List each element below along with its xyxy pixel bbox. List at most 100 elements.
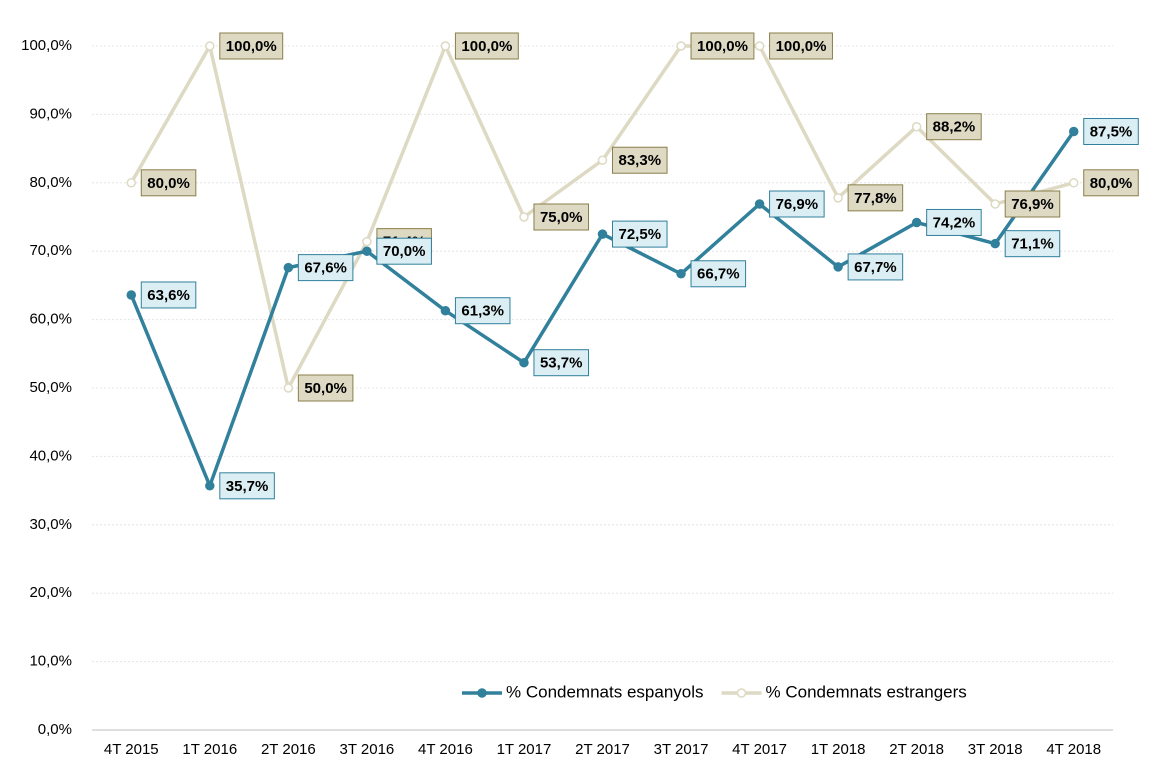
data-label-box [769,32,833,60]
x-tick-label: 1T 2018 [811,741,866,758]
point [519,212,529,222]
data-label: 100,0% [769,32,833,60]
data-label: 53,7% [533,349,590,377]
point [676,269,686,279]
legend-marker [477,688,487,698]
data-label-text: 80,0% [147,175,190,192]
point [362,236,372,247]
data-label-box [1004,190,1061,218]
point [1068,126,1079,137]
x-tick-label: 2T 2017 [575,741,630,758]
point [911,217,922,228]
data-label-text: 100,0% [697,38,748,55]
data-label-box [690,32,755,60]
data-label-text: 70,0% [383,243,426,260]
data-label-text: 67,6% [304,260,347,277]
data-label: 77,8% [847,184,904,212]
point [1068,178,1079,188]
point [990,238,1000,249]
x-tick-label: 4T 2017 [732,741,787,758]
data-label-box [612,220,668,248]
data-label-text: 76,9% [1011,196,1054,213]
data-label: 88,2% [926,113,982,141]
data-label: 67,6% [297,254,354,282]
point [833,262,843,272]
data-label: 71,1% [1004,230,1061,258]
point [362,246,372,256]
data-label: 66,7% [690,260,747,288]
data-label: 35,7% [219,472,275,500]
x-tick-label: 3T 2016 [339,741,394,758]
point [205,41,215,51]
y-tick-label: 40,0% [29,447,72,464]
data-label-box [533,203,590,231]
data-label: 75,0% [533,203,590,231]
legend-label: % Condemnats estrangers [766,682,967,701]
data-label-text: 74,2% [933,214,976,231]
y-tick-label: 100,0% [21,37,72,54]
y-tick-label: 0,0% [38,721,72,738]
data-label: 70,0% [376,237,432,265]
data-label-box [847,253,904,281]
data-label-text: 88,2% [933,119,976,136]
x-tick-label: 1T 2016 [182,741,237,758]
point [519,357,529,368]
y-tick-label: 60,0% [29,311,72,328]
point [283,262,294,273]
y-tick-label: 90,0% [29,105,72,122]
data-label-box [140,281,197,309]
data-label-text: 72,5% [619,226,662,243]
data-label-box [297,374,354,402]
data-label: 61,3% [454,297,511,325]
point [126,290,137,300]
data-label: 83,3% [612,146,668,174]
data-label: 63,6% [140,281,197,309]
data-label-box [926,113,982,141]
data-label-text: 83,3% [619,152,662,169]
y-tick-label: 70,0% [29,242,72,259]
y-tick-label: 80,0% [29,174,72,191]
x-tick-label: 2T 2016 [261,741,316,758]
data-label-text: 100,0% [776,38,827,55]
x-tick-label: 3T 2018 [968,741,1023,758]
point [833,193,843,203]
y-tick-label: 20,0% [29,584,72,601]
data-label-text: 80,0% [1090,175,1133,192]
data-label-box [219,472,275,500]
data-label-box [454,32,519,60]
data-label: 80,0% [140,169,197,197]
data-label-text: 61,3% [461,303,504,320]
data-label-text: 66,7% [697,266,740,283]
x-tick-label: 2T 2018 [889,741,944,758]
data-label-box [769,190,825,218]
data-label-box [219,32,284,60]
x-tick-label: 4T 2018 [1046,741,1101,758]
y-tick-label: 50,0% [29,379,72,396]
data-label: 87,5% [1083,118,1139,145]
data-label-text: 100,0% [226,38,277,55]
data-label-text: 87,5% [1090,123,1133,140]
data-label-text: 63,6% [147,287,190,304]
data-label-box [1083,118,1139,145]
data-label-text: 35,7% [226,478,269,495]
point [911,121,922,132]
point [126,178,137,188]
data-label-text: 71,1% [1011,236,1054,253]
point [440,305,451,316]
data-label: 100,0% [690,32,755,60]
point [754,41,765,51]
data-label-text: 67,7% [854,259,897,276]
x-tick-label: 4T 2016 [418,741,473,758]
data-label-box [1004,230,1061,258]
data-label-box [533,349,590,377]
data-label: 76,9% [1004,190,1061,218]
data-label: 76,9% [769,190,825,218]
data-label-text: 75,0% [540,209,583,226]
data-label: 50,0% [297,374,354,402]
data-label-box [454,297,511,325]
x-tick-label: 3T 2017 [654,741,709,758]
data-label: 67,7% [847,253,904,281]
data-label: 74,2% [926,208,982,236]
data-label-box [612,146,668,174]
